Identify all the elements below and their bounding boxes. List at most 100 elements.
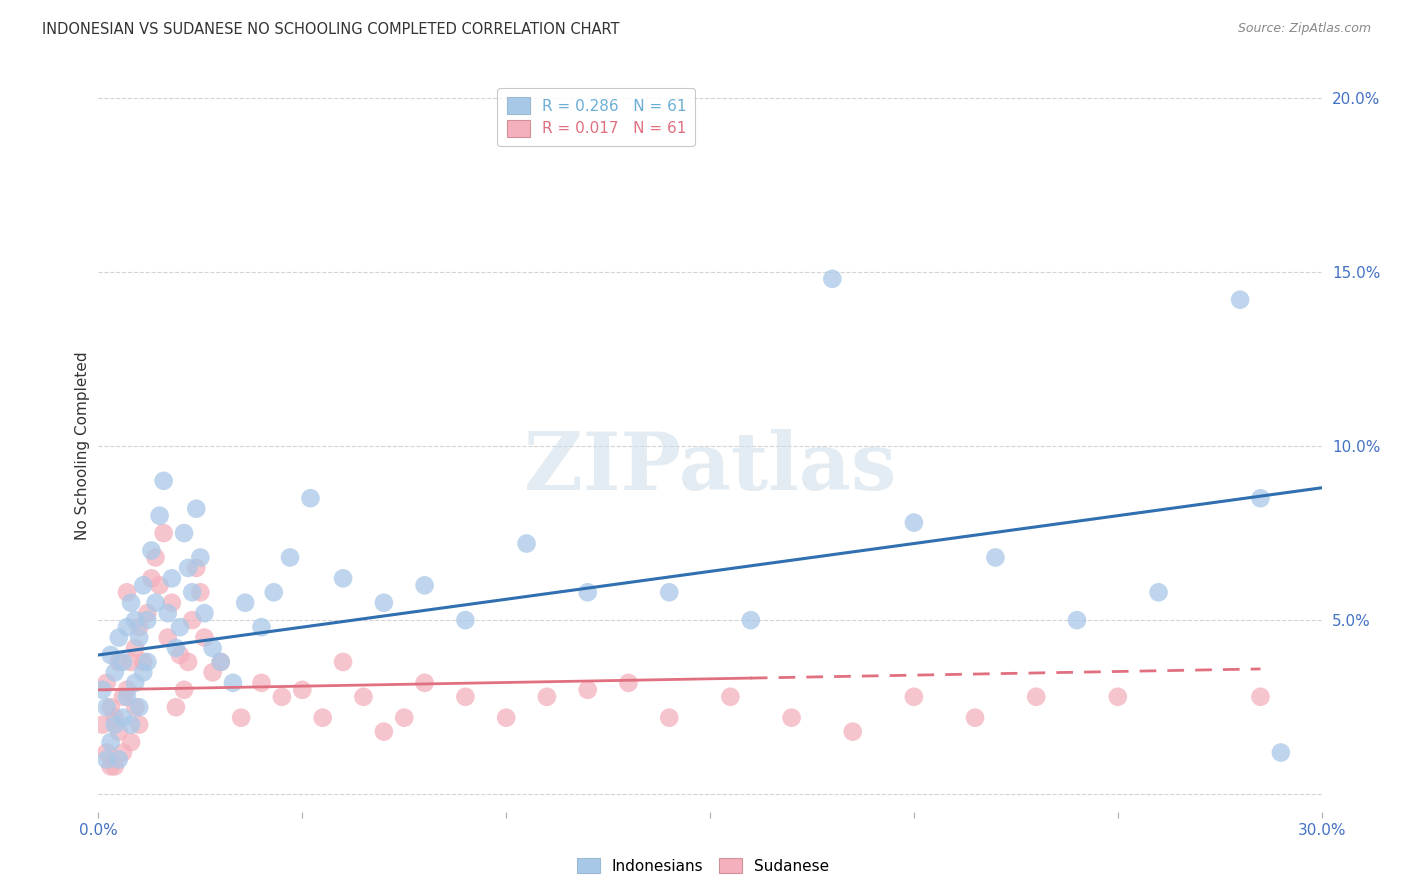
Point bbox=[104, 717, 127, 731]
Point bbox=[780, 711, 803, 725]
Point bbox=[91, 682, 114, 697]
Point bbox=[821, 272, 844, 286]
Point bbox=[145, 550, 167, 565]
Point bbox=[160, 571, 183, 585]
Point bbox=[250, 620, 273, 634]
Point bbox=[186, 501, 208, 516]
Point bbox=[156, 631, 179, 645]
Point bbox=[299, 491, 322, 506]
Point bbox=[173, 526, 195, 541]
Y-axis label: No Schooling Completed: No Schooling Completed bbox=[75, 351, 90, 541]
Point bbox=[96, 700, 118, 714]
Point bbox=[111, 690, 134, 704]
Point bbox=[352, 690, 374, 704]
Point bbox=[617, 676, 640, 690]
Point bbox=[169, 620, 191, 634]
Point bbox=[188, 585, 212, 599]
Point bbox=[141, 543, 163, 558]
Point bbox=[903, 516, 925, 530]
Point bbox=[100, 735, 122, 749]
Point bbox=[201, 665, 224, 680]
Point bbox=[270, 690, 294, 704]
Point bbox=[233, 596, 256, 610]
Point bbox=[104, 665, 127, 680]
Point bbox=[115, 690, 138, 704]
Point bbox=[115, 682, 138, 697]
Point bbox=[373, 596, 395, 610]
Point bbox=[136, 655, 159, 669]
Point bbox=[108, 631, 131, 645]
Point bbox=[181, 585, 204, 599]
Text: ZIPatlas: ZIPatlas bbox=[524, 429, 896, 507]
Point bbox=[152, 526, 174, 541]
Point bbox=[209, 655, 232, 669]
Point bbox=[120, 735, 142, 749]
Point bbox=[136, 613, 159, 627]
Point bbox=[128, 700, 150, 714]
Point bbox=[454, 690, 477, 704]
Point bbox=[188, 550, 212, 565]
Point bbox=[128, 717, 150, 731]
Point bbox=[169, 648, 191, 662]
Point bbox=[181, 613, 204, 627]
Point bbox=[115, 585, 138, 599]
Point bbox=[177, 561, 200, 575]
Point bbox=[1147, 585, 1170, 599]
Point bbox=[495, 711, 517, 725]
Point bbox=[145, 596, 167, 610]
Point bbox=[332, 571, 354, 585]
Point bbox=[312, 711, 335, 725]
Point bbox=[91, 717, 114, 731]
Point bbox=[132, 578, 155, 592]
Point bbox=[124, 676, 146, 690]
Point bbox=[173, 682, 195, 697]
Point bbox=[124, 700, 146, 714]
Point bbox=[160, 596, 183, 610]
Point bbox=[100, 648, 122, 662]
Point bbox=[100, 759, 122, 773]
Point bbox=[222, 676, 245, 690]
Point bbox=[104, 759, 127, 773]
Point bbox=[141, 571, 163, 585]
Point bbox=[177, 655, 200, 669]
Point bbox=[108, 752, 131, 766]
Point bbox=[128, 631, 150, 645]
Point bbox=[96, 676, 118, 690]
Point bbox=[193, 606, 215, 620]
Point bbox=[658, 585, 681, 599]
Point bbox=[278, 550, 301, 565]
Point bbox=[201, 640, 224, 655]
Point bbox=[1229, 293, 1251, 307]
Point bbox=[124, 640, 146, 655]
Point bbox=[108, 655, 131, 669]
Point bbox=[128, 620, 150, 634]
Point bbox=[1066, 613, 1088, 627]
Point bbox=[111, 655, 134, 669]
Point bbox=[392, 711, 416, 725]
Point bbox=[1270, 746, 1292, 760]
Point bbox=[165, 640, 187, 655]
Point bbox=[1107, 690, 1129, 704]
Point bbox=[332, 655, 354, 669]
Point bbox=[124, 613, 146, 627]
Point bbox=[111, 746, 134, 760]
Point bbox=[250, 676, 273, 690]
Legend: R = 0.286   N = 61, R = 0.017   N = 61: R = 0.286 N = 61, R = 0.017 N = 61 bbox=[498, 88, 696, 145]
Point bbox=[1249, 690, 1271, 704]
Point bbox=[903, 690, 925, 704]
Point bbox=[1249, 491, 1271, 506]
Point bbox=[132, 665, 155, 680]
Point bbox=[156, 606, 179, 620]
Point bbox=[111, 711, 134, 725]
Point bbox=[231, 711, 253, 725]
Point bbox=[720, 690, 742, 704]
Text: Source: ZipAtlas.com: Source: ZipAtlas.com bbox=[1237, 22, 1371, 36]
Text: INDONESIAN VS SUDANESE NO SCHOOLING COMPLETED CORRELATION CHART: INDONESIAN VS SUDANESE NO SCHOOLING COMP… bbox=[42, 22, 620, 37]
Point bbox=[165, 700, 187, 714]
Point bbox=[454, 613, 477, 627]
Point bbox=[209, 655, 232, 669]
Point bbox=[740, 613, 762, 627]
Point bbox=[96, 752, 118, 766]
Point bbox=[186, 561, 208, 575]
Point bbox=[120, 655, 142, 669]
